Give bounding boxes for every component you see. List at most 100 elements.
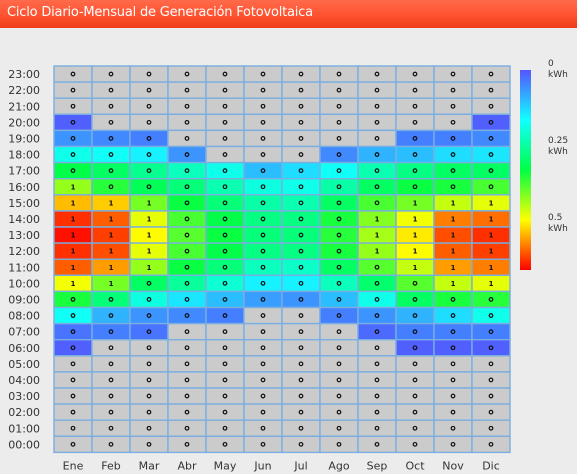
heatmap-cell	[395, 419, 435, 438]
x-tick-label: Dic	[482, 459, 500, 472]
cell-marker	[298, 168, 304, 174]
heatmap-cells: 1 1 1 1 1 1 1 1 1 1 1 1 1 1 1 1 1 1 1 1 1 1 1 1 1 1 1 1 1 1 1 1 1 1 1 1 1 1	[53, 65, 511, 454]
cell-marker	[108, 329, 114, 335]
y-tick-label: 14:00	[8, 213, 40, 226]
heatmap-cell	[281, 194, 321, 212]
cell-marker: 1	[375, 232, 380, 240]
heatmap-cell	[319, 435, 359, 454]
cell-marker	[108, 377, 114, 383]
heatmap-cell	[91, 306, 131, 325]
heatmap-cell	[167, 129, 207, 148]
cell-marker	[298, 377, 304, 383]
cell-marker	[488, 393, 494, 399]
cell-marker	[298, 200, 304, 206]
heatmap-cell	[167, 145, 207, 164]
cell-marker	[298, 329, 304, 335]
heatmap-cell	[281, 161, 321, 180]
heatmap-cell	[281, 81, 321, 99]
heatmap-cell	[167, 274, 207, 293]
cell-marker	[146, 136, 152, 141]
heatmap-cell	[281, 274, 321, 293]
cell-marker	[488, 329, 494, 335]
heatmap-cell	[129, 419, 169, 438]
heatmap-cell	[319, 65, 359, 83]
heatmap-cell	[357, 355, 397, 373]
cell-marker	[260, 297, 266, 302]
cell-marker	[146, 393, 152, 399]
cell-marker	[70, 103, 76, 109]
cell-marker	[374, 280, 380, 286]
heatmap-cell	[395, 435, 435, 454]
cell-marker	[488, 377, 494, 383]
y-tick-label: 18:00	[8, 149, 40, 162]
cell-marker: 1	[489, 215, 494, 223]
cell-marker	[222, 280, 228, 286]
cell-marker	[108, 136, 114, 141]
cell-marker	[222, 313, 228, 318]
cell-marker	[374, 87, 380, 93]
heatmap-cell	[319, 113, 359, 132]
heatmap-cell	[205, 387, 245, 405]
cell-marker	[184, 200, 190, 206]
cell-marker	[146, 152, 152, 157]
cell-marker	[412, 71, 418, 77]
cell-marker	[184, 425, 190, 431]
cell-marker	[488, 184, 494, 190]
cell-marker: 1	[451, 264, 456, 272]
heatmap-cell	[129, 435, 169, 454]
cell-marker	[488, 152, 494, 157]
cell-marker	[108, 152, 114, 157]
cell-marker: 1	[71, 183, 76, 191]
heatmap-cell	[167, 322, 207, 341]
heatmap-cell	[433, 177, 473, 196]
legend-tick-unit: kWh	[548, 224, 568, 234]
cell-marker	[222, 409, 228, 415]
cell-marker: 1	[489, 199, 494, 207]
heatmap-cell	[357, 403, 397, 421]
cell-marker	[374, 393, 380, 399]
heatmap-cell	[357, 81, 397, 99]
heatmap-cell	[243, 403, 283, 421]
cell-marker	[298, 103, 304, 109]
cell-marker	[298, 361, 304, 367]
heatmap-cell	[167, 371, 207, 389]
cell-marker	[260, 71, 266, 77]
cell-marker	[222, 248, 228, 254]
cell-marker	[298, 264, 304, 270]
cell-marker	[184, 377, 190, 383]
heatmap-cell	[471, 339, 511, 357]
heatmap-cell	[319, 258, 359, 277]
heatmap-cell	[281, 306, 321, 325]
heatmap-cell	[205, 145, 245, 164]
heatmap-cell	[433, 387, 473, 405]
heatmap-cell	[319, 97, 359, 115]
heatmap-cell	[281, 145, 321, 164]
cell-marker	[450, 361, 456, 367]
heatmap-cell	[319, 322, 359, 341]
cell-marker	[488, 71, 494, 77]
heatmap-cell	[129, 306, 169, 325]
heatmap-cell	[433, 371, 473, 389]
y-tick-label: 17:00	[8, 165, 40, 178]
cell-marker	[412, 103, 418, 109]
cell-marker	[450, 297, 456, 302]
heatmap-cell	[281, 113, 321, 132]
cell-marker	[146, 103, 152, 109]
heatmap-cell	[281, 242, 321, 260]
cell-marker	[184, 119, 190, 125]
heatmap-cell	[91, 355, 131, 373]
cell-marker	[184, 103, 190, 109]
heatmap-cell	[243, 306, 283, 325]
heatmap-cell	[129, 177, 169, 196]
cell-marker	[184, 329, 190, 335]
heatmap-cell	[205, 371, 245, 389]
heatmap-cell	[243, 194, 283, 212]
cell-marker	[298, 393, 304, 399]
cell-marker	[222, 441, 228, 447]
heatmap-cell	[91, 403, 131, 421]
y-tick-label: 01:00	[8, 422, 40, 435]
cell-marker: 1	[147, 264, 152, 272]
y-tick-label: 05:00	[8, 358, 40, 371]
y-tick-label: 06:00	[8, 342, 40, 355]
cell-marker	[184, 87, 190, 93]
